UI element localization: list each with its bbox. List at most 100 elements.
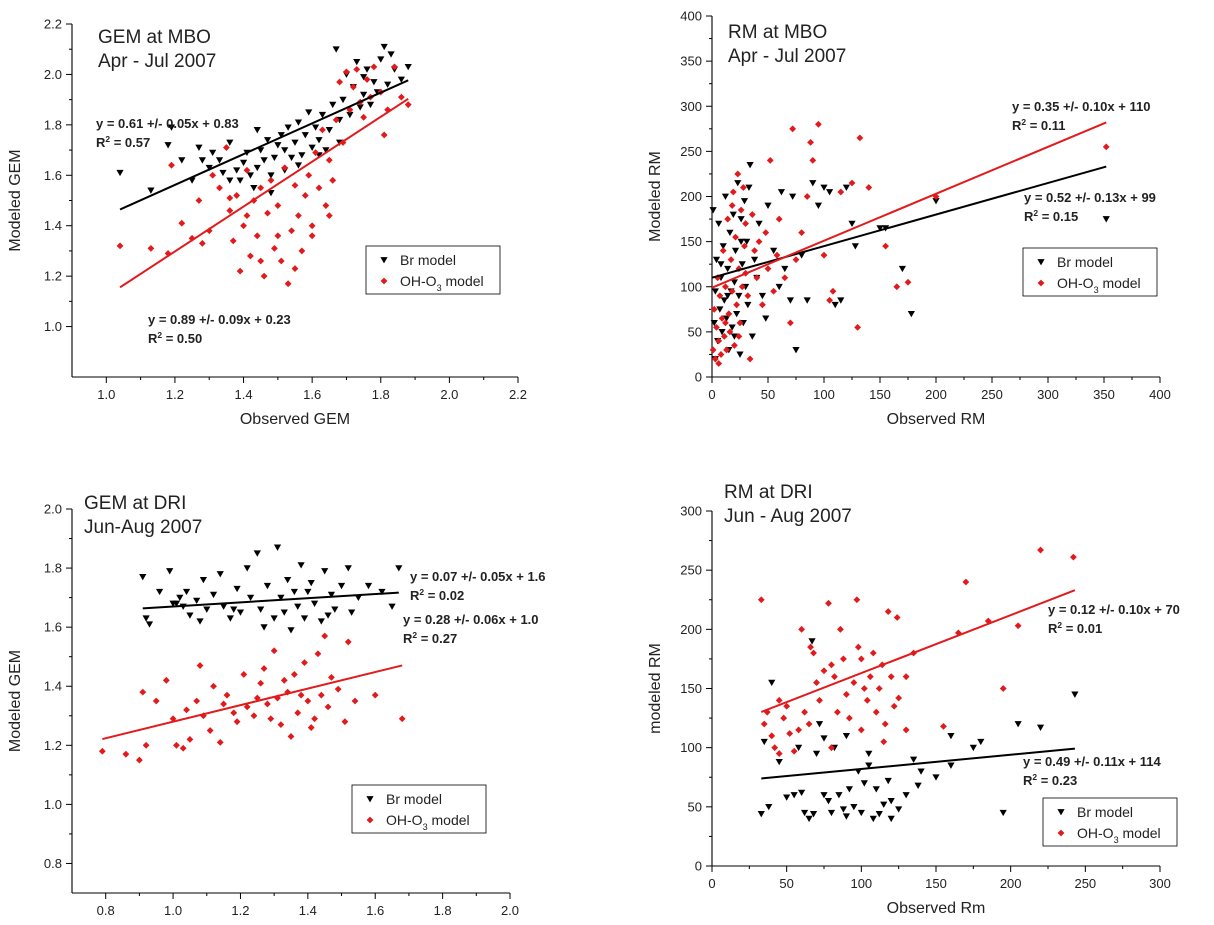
legend-marker xyxy=(380,257,388,264)
data-point xyxy=(869,815,877,823)
data-point xyxy=(831,673,838,681)
series-br-model xyxy=(139,544,403,634)
data-point xyxy=(253,164,261,172)
data-point xyxy=(360,74,368,81)
data-point xyxy=(325,156,333,164)
data-point xyxy=(209,591,218,599)
data-point xyxy=(814,202,822,209)
chart-panel-2: 0 50 100 150 200 250 300 350 400 0 50 100 150 200 250 3… xyxy=(647,9,1171,429)
data-point xyxy=(805,720,813,728)
data-point xyxy=(775,215,783,223)
data-point xyxy=(737,206,745,214)
data-point xyxy=(280,609,288,616)
chart-title-line: RM at DRI xyxy=(724,482,813,503)
data-point xyxy=(257,679,265,687)
data-point xyxy=(842,732,850,740)
legend-box xyxy=(365,245,501,295)
legend-label: Br model xyxy=(386,791,442,807)
data-point xyxy=(1036,724,1045,731)
y-tick-label: 0 xyxy=(695,859,702,874)
series-oh-o3-model xyxy=(98,632,406,764)
data-point xyxy=(391,63,398,71)
fit-r2-label-part: R xyxy=(1023,773,1033,788)
data-point xyxy=(880,801,888,808)
data-point xyxy=(865,750,873,758)
data-point xyxy=(253,127,261,134)
data-point xyxy=(895,806,903,813)
data-point xyxy=(371,691,379,699)
data-point xyxy=(321,568,329,575)
data-point xyxy=(829,287,837,295)
data-point xyxy=(895,694,903,702)
data-point xyxy=(711,355,719,363)
data-point xyxy=(860,780,868,787)
legend-label: OH-O3 model xyxy=(400,273,484,293)
data-point xyxy=(795,726,803,734)
data-point xyxy=(820,735,828,742)
data-point xyxy=(748,211,756,218)
fit-r2-label-part: R xyxy=(96,135,106,150)
data-point xyxy=(745,184,753,191)
data-point xyxy=(196,662,204,669)
data-point xyxy=(914,782,922,789)
data-point xyxy=(716,306,724,313)
data-point xyxy=(760,738,768,746)
data-point xyxy=(803,193,811,200)
data-point xyxy=(98,747,106,755)
data-point xyxy=(848,179,856,187)
y-tick-label: 250 xyxy=(680,563,702,578)
data-point xyxy=(898,265,906,273)
data-point xyxy=(764,202,772,209)
fit-r2-label-part: 2 xyxy=(1021,117,1026,127)
y-tick-label: 1.4 xyxy=(44,218,62,233)
fit-equation-label: y = 0.12 +/- 0.10x + 70 xyxy=(1048,602,1180,617)
data-point xyxy=(902,726,910,734)
data-point xyxy=(721,193,730,200)
data-point xyxy=(319,126,326,134)
x-axis-label: Observed RM xyxy=(887,411,986,428)
data-point xyxy=(969,744,977,752)
data-point xyxy=(777,189,786,196)
data-point xyxy=(773,251,781,259)
data-point xyxy=(798,229,805,236)
data-point xyxy=(1102,216,1110,223)
data-point xyxy=(308,144,316,151)
data-point xyxy=(230,709,238,717)
fit-r2-label: R2 = 0.11 xyxy=(1012,117,1066,133)
data-point xyxy=(800,809,809,817)
data-point xyxy=(828,661,835,669)
data-point xyxy=(315,184,323,192)
data-point xyxy=(263,582,272,590)
data-point xyxy=(722,283,729,291)
y-tick-label: 50 xyxy=(688,324,702,339)
data-point xyxy=(294,119,303,126)
data-point xyxy=(179,744,187,752)
data-point xyxy=(781,265,789,273)
data-point xyxy=(789,125,797,133)
data-point xyxy=(233,585,241,593)
data-point xyxy=(893,614,901,621)
data-point xyxy=(354,594,362,602)
data-point xyxy=(831,301,839,309)
data-point xyxy=(270,154,279,162)
data-point xyxy=(321,632,329,640)
fit-r2-label-part: R xyxy=(1024,209,1034,224)
data-point xyxy=(854,323,861,331)
data-point xyxy=(872,786,880,793)
chart-panel-3: 0.8 1.0 1.2 1.4 1.6 1.8 2.0 0.8 1.0 1.2 1.4 1.6 1.8 2… xyxy=(7,493,546,918)
data-point xyxy=(807,138,814,146)
legend-marker xyxy=(1057,829,1065,837)
data-point xyxy=(856,134,864,142)
data-point xyxy=(257,184,265,192)
x-tick-label: 100 xyxy=(813,387,835,402)
legend-label-part: Br model xyxy=(400,252,456,268)
data-point xyxy=(762,315,770,322)
data-point xyxy=(854,643,862,651)
data-point xyxy=(932,774,940,781)
data-point xyxy=(786,730,794,737)
data-point xyxy=(813,679,820,686)
data-point xyxy=(837,297,845,304)
data-point xyxy=(732,233,739,241)
fit-r2-label-part: = 0.23 xyxy=(1037,773,1077,788)
data-point xyxy=(840,655,847,663)
